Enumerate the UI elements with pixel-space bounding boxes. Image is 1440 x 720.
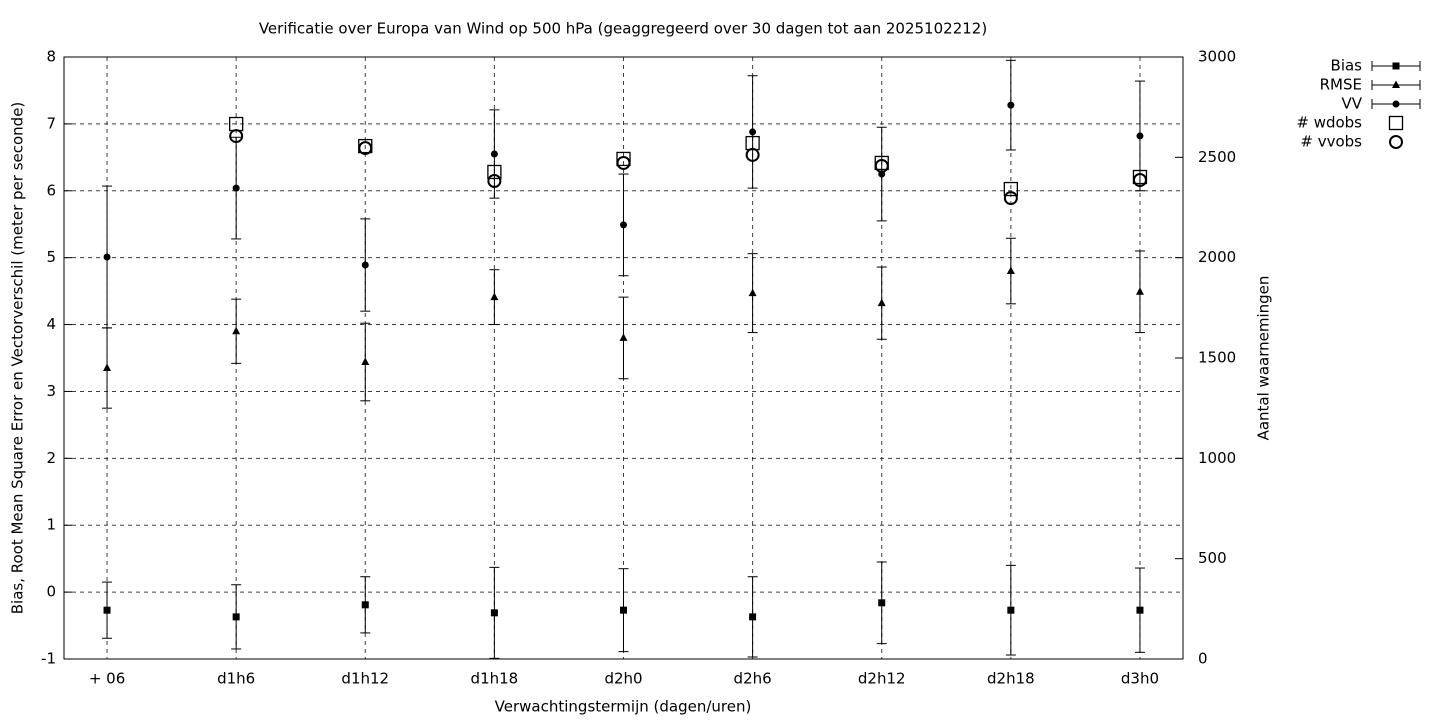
marker [361, 601, 369, 609]
marker [232, 326, 241, 335]
x-tick-label: d2h0 [604, 670, 642, 688]
y2-tick-label: 500 [1198, 549, 1227, 567]
y2-axis-label: Aantal waarnemingen [1255, 276, 1273, 441]
marker [361, 261, 369, 269]
legend-label: VV [1341, 95, 1362, 113]
marker [1007, 606, 1015, 614]
legend-label: # vvobs [1300, 133, 1362, 151]
marker [103, 363, 112, 372]
marker [749, 128, 757, 136]
y-tick-label: -1 [41, 650, 56, 668]
marker [487, 164, 502, 180]
legend-label: # wdobs [1296, 114, 1362, 132]
marker [232, 184, 240, 192]
marker [232, 613, 240, 621]
marker [877, 298, 886, 307]
legend-marker [1388, 115, 1404, 131]
y-tick-label: 4 [46, 315, 56, 333]
y2-tick-label: 1000 [1198, 449, 1236, 467]
y-tick-label: 6 [46, 181, 56, 199]
x-tick-label: d2h12 [858, 670, 906, 688]
marker [1136, 132, 1144, 140]
marker [103, 606, 111, 614]
marker [229, 129, 244, 144]
marker [619, 333, 628, 341]
marker [1132, 169, 1148, 185]
marker [490, 150, 498, 158]
legend-marker [1392, 80, 1400, 88]
y-tick-label: 2 [46, 449, 56, 467]
y-tick-label: 0 [46, 583, 56, 601]
y-tick-label: 8 [46, 48, 56, 66]
marker [620, 221, 627, 229]
y2-tick-label: 3000 [1198, 48, 1236, 66]
y-tick-label: 5 [46, 248, 56, 266]
y-axis-label: Bias, Root Mean Square Error en Vectorve… [9, 102, 27, 615]
marker [1003, 181, 1018, 197]
legend-marker [1392, 62, 1400, 70]
legend-label: RMSE [1320, 76, 1362, 94]
marker [1003, 191, 1018, 206]
marker [103, 253, 111, 261]
legend-marker [1392, 100, 1400, 108]
y-tick-label: 1 [46, 516, 56, 534]
legend-marker [1389, 135, 1403, 149]
y-tick-label: 3 [46, 382, 56, 400]
marker [745, 147, 760, 162]
marker [874, 155, 889, 171]
chart-title: Verificatie over Europa van Wind op 500 … [259, 20, 987, 38]
marker [490, 609, 498, 617]
x-tick-label: d2h18 [987, 670, 1035, 688]
marker [616, 151, 631, 167]
marker [616, 155, 631, 170]
x-tick-label: d1h18 [471, 670, 519, 688]
marker [1006, 266, 1015, 275]
marker [487, 174, 502, 189]
marker [490, 292, 499, 301]
marker [1132, 173, 1147, 188]
marker [361, 357, 370, 366]
marker [1136, 606, 1144, 614]
marker [358, 141, 373, 156]
y2-tick-label: 1500 [1198, 349, 1236, 367]
y2-tick-label: 2000 [1198, 248, 1236, 266]
marker [874, 158, 889, 173]
y-tick-label: 7 [46, 114, 56, 132]
marker [749, 613, 757, 621]
x-axis-label: Verwachtingstermijn (dagen/uren) [495, 698, 752, 716]
marker [620, 606, 627, 614]
x-tick-label: d1h6 [217, 670, 255, 688]
marker [878, 599, 886, 607]
y2-tick-label: 2500 [1198, 148, 1236, 166]
legend-label: Bias [1331, 57, 1363, 75]
marker [748, 288, 757, 297]
marker [1135, 287, 1144, 295]
marker [1007, 101, 1015, 109]
x-tick-label: d3h0 [1121, 670, 1159, 688]
x-tick-label: d2h6 [734, 670, 772, 688]
x-tick-label: d1h12 [341, 670, 389, 688]
x-tick-label: + 06 [89, 670, 125, 688]
y2-tick-label: 0 [1198, 650, 1208, 668]
